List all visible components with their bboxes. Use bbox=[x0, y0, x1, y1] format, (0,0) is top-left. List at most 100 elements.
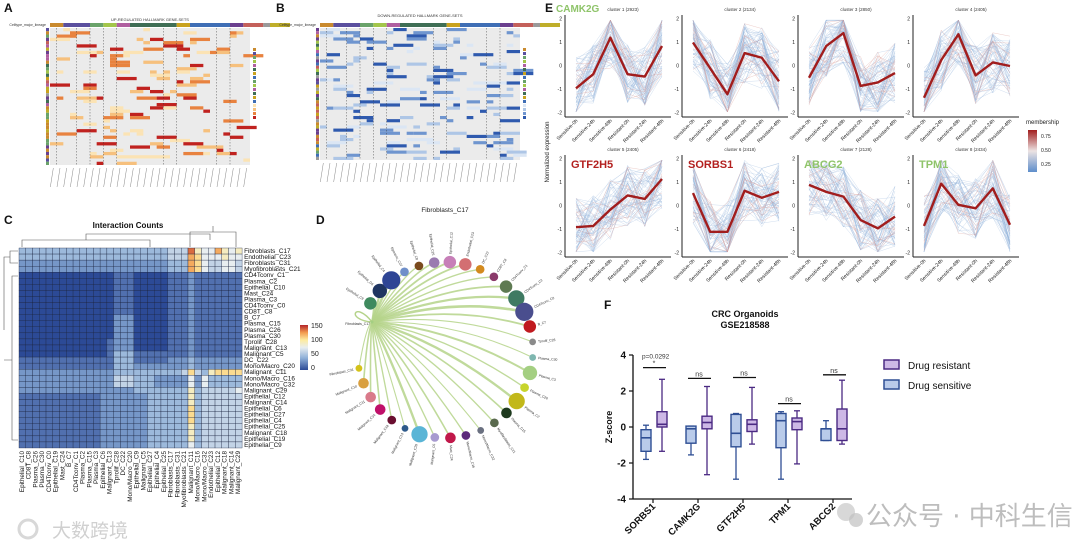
heatmap-cell bbox=[167, 278, 175, 285]
heatmap-cell bbox=[18, 411, 26, 418]
member-profile-line bbox=[575, 23, 663, 112]
heatmap-cell bbox=[45, 356, 53, 364]
heatmap-cell bbox=[406, 150, 427, 154]
category-label: CAMK2G bbox=[666, 501, 703, 538]
heatmap-cell bbox=[39, 314, 47, 321]
heatmap-cell bbox=[32, 338, 40, 346]
heatmap-cell bbox=[50, 83, 70, 87]
heatmap-cell bbox=[126, 320, 135, 327]
heatmap-cell bbox=[86, 253, 94, 261]
member-profile-line bbox=[923, 32, 1011, 107]
heatmap-cell bbox=[208, 278, 216, 285]
heatmap-cell bbox=[333, 156, 354, 160]
heatmap-cell bbox=[201, 411, 209, 418]
heatmap-cell bbox=[86, 375, 94, 382]
centroid-line bbox=[807, 31, 896, 88]
network-node bbox=[515, 302, 534, 321]
heatmap-cell bbox=[50, 37, 70, 42]
row-annotation-cell bbox=[46, 57, 49, 61]
heatmap-cell bbox=[160, 369, 168, 376]
heatmap-cell bbox=[174, 259, 182, 267]
heatmap-cell bbox=[340, 31, 360, 35]
heatmap-cell bbox=[110, 63, 130, 68]
heatmap-cell bbox=[66, 272, 74, 279]
member-profile-line bbox=[575, 170, 663, 237]
heatmap-cell bbox=[235, 296, 243, 303]
heatmap-cell bbox=[66, 338, 74, 346]
heatmap-cell bbox=[150, 70, 157, 74]
heatmap-cell bbox=[235, 429, 243, 437]
heatmap-cell bbox=[160, 350, 168, 358]
column-label: Endothelial_C23 bbox=[208, 451, 215, 498]
member-profile-line bbox=[575, 20, 663, 102]
heatmap-cell bbox=[66, 326, 74, 334]
legend-swatch bbox=[523, 52, 526, 55]
member-profile-line bbox=[575, 160, 663, 236]
row-label: Mono/Macro_C20 bbox=[244, 363, 295, 370]
heatmap-cell bbox=[25, 247, 33, 255]
heatmap-cell bbox=[160, 302, 168, 309]
heatmap-cell bbox=[32, 314, 40, 321]
heatmap-cell bbox=[235, 387, 243, 394]
heatmap-cell bbox=[106, 266, 114, 273]
heatmap-cell bbox=[126, 284, 135, 291]
column-label: Epithelial_C25 bbox=[161, 451, 168, 493]
heatmap-cell bbox=[120, 387, 128, 394]
heatmap-cell bbox=[147, 381, 155, 388]
heatmap-cell bbox=[133, 278, 141, 285]
heatmap-cell bbox=[221, 417, 229, 424]
heatmap-cell bbox=[187, 259, 195, 267]
heatmap-cell bbox=[126, 417, 135, 424]
heatmap-cell bbox=[99, 356, 108, 364]
member-profile-line bbox=[923, 170, 1011, 241]
heatmap-cell bbox=[120, 350, 128, 358]
heatmap-cell bbox=[147, 344, 155, 352]
heatmap-cell bbox=[194, 272, 202, 279]
centroid-line bbox=[575, 178, 663, 229]
network-node bbox=[355, 364, 363, 372]
legend-swatch bbox=[253, 52, 256, 55]
heatmap-cell bbox=[201, 259, 209, 267]
member-profile-line bbox=[808, 56, 896, 95]
heatmap-cell bbox=[208, 417, 216, 424]
heatmap-cell bbox=[39, 284, 47, 291]
heatmap-cell bbox=[187, 381, 195, 388]
heatmap-cell bbox=[214, 266, 222, 273]
heatmap-cell bbox=[433, 90, 454, 94]
heatmap-cell bbox=[96, 50, 104, 55]
heatmap-cell bbox=[52, 375, 60, 382]
heatmap-cell bbox=[52, 411, 60, 418]
heatmap-cell bbox=[147, 441, 155, 449]
row-annotation-cell bbox=[46, 47, 49, 51]
heatmap-cell bbox=[208, 393, 216, 400]
heatmap-cell bbox=[18, 332, 26, 340]
heatmap-cell bbox=[133, 302, 141, 309]
heatmap-cell bbox=[167, 417, 175, 424]
heatmap-cell bbox=[400, 97, 420, 101]
row-annotation-cell bbox=[46, 83, 49, 87]
heatmap-cell bbox=[140, 314, 148, 321]
heatmap-cell bbox=[103, 151, 117, 156]
heatmap-cell bbox=[433, 65, 440, 69]
heatmap-cell bbox=[187, 441, 195, 449]
heatmap-cell bbox=[143, 47, 164, 51]
heatmap-cell bbox=[72, 362, 81, 370]
legend-swatch bbox=[253, 88, 256, 91]
heatmap-cell bbox=[181, 326, 189, 334]
heatmap-cell bbox=[174, 435, 182, 443]
legend-swatch bbox=[883, 379, 900, 390]
heatmap-cell bbox=[214, 350, 222, 358]
heatmap-cell bbox=[79, 429, 87, 437]
heatmap-cell bbox=[208, 350, 216, 358]
heatmap-cell bbox=[160, 393, 168, 400]
heatmap-cell bbox=[160, 417, 168, 424]
heatmap-cell bbox=[208, 284, 216, 291]
heatmap-cell bbox=[99, 429, 108, 437]
member-profile-line bbox=[575, 36, 663, 70]
heatmap-cell bbox=[66, 332, 74, 340]
heatmap-cell bbox=[235, 266, 243, 273]
heatmap-cell bbox=[32, 387, 40, 394]
heatmap-cell bbox=[221, 302, 229, 309]
row-annotation-cell bbox=[316, 65, 319, 69]
row-annotation-cell bbox=[46, 34, 49, 38]
